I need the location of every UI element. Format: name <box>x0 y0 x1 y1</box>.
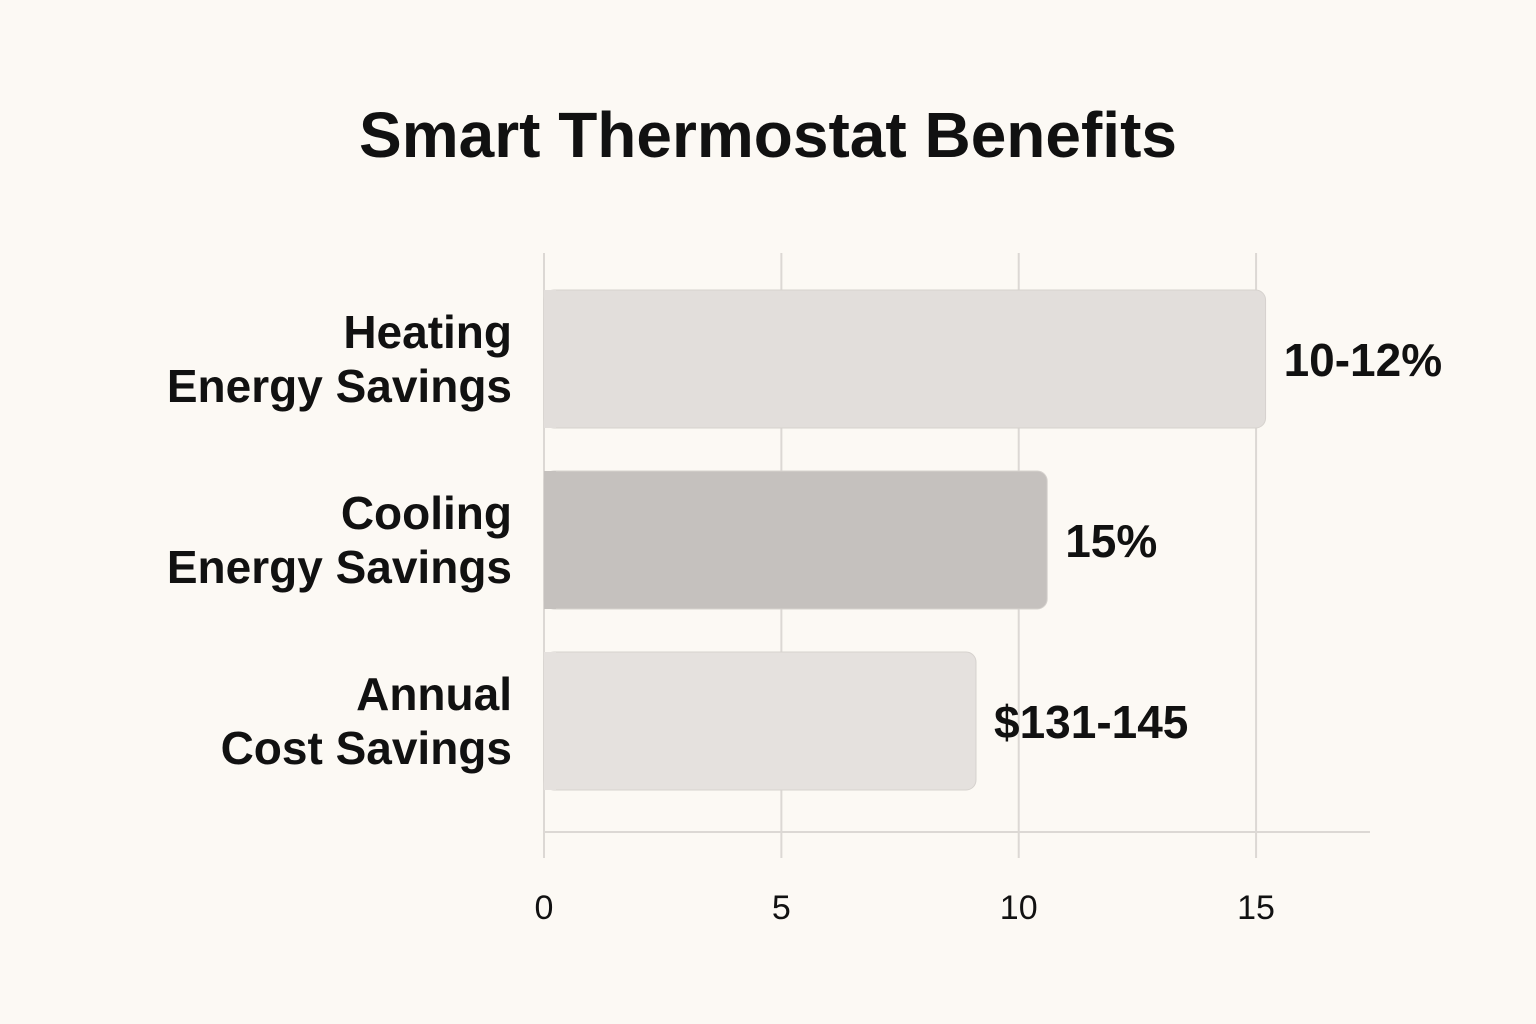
category-label: Cost Savings <box>221 722 512 774</box>
category-label: Cooling <box>341 487 512 539</box>
bar <box>543 470 1048 610</box>
category-label: Annual <box>356 668 512 720</box>
x-tick-label: 0 <box>535 889 554 927</box>
bar-left-edge <box>544 652 556 790</box>
category-label: Energy Savings <box>167 360 512 412</box>
x-tick-label: 5 <box>772 889 791 927</box>
category-label: Energy Savings <box>167 541 512 593</box>
data-label: 15% <box>1065 515 1157 567</box>
bar <box>543 289 1267 429</box>
bar-left-edge <box>544 471 556 609</box>
chart-title: Smart Thermostat Benefits <box>359 99 1177 171</box>
category-label: Heating <box>343 306 512 358</box>
data-label: 10-12% <box>1284 334 1443 386</box>
data-label: $131-145 <box>994 696 1188 748</box>
x-tick-label: 15 <box>1237 889 1275 927</box>
bar-left-edge <box>544 290 556 428</box>
bar <box>543 651 977 791</box>
x-tick-label: 10 <box>1000 889 1038 927</box>
